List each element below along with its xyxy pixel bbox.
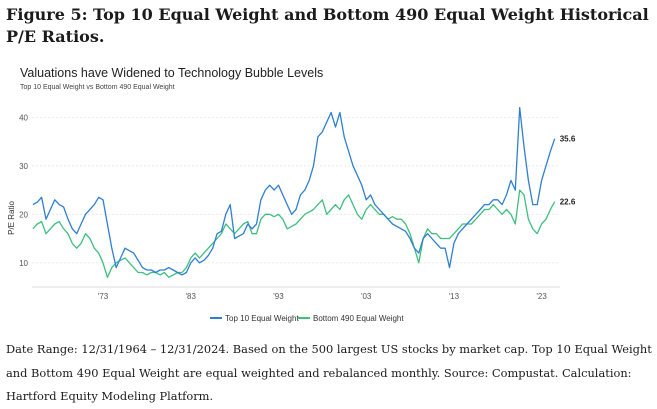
- figure-title: Figure 5: Top 10 Equal Weight and Bottom…: [6, 5, 649, 46]
- chart-title: Valuations have Widened to Technology Bu…: [20, 66, 323, 80]
- end-value-label: 35.6: [560, 135, 576, 144]
- y-tick-label: 40: [19, 113, 28, 122]
- pe-ratio-chart: Valuations have Widened to Technology Bu…: [7, 66, 576, 323]
- chart-legend: Top 10 Equal Weight Bottom 490 Equal Weig…: [210, 314, 404, 323]
- chart-subtitle: Top 10 Equal Weight vs Bottom 490 Equal …: [20, 84, 175, 91]
- y-tick-label: 20: [19, 210, 28, 219]
- legend-label: Bottom 490 Equal Weight: [313, 314, 404, 323]
- chart-container: Valuations have Widened to Technology Bu…: [4, 60, 590, 330]
- x-tick-label: '93: [273, 292, 284, 301]
- end-value-label: 22.6: [560, 198, 576, 207]
- grid-lines: [32, 116, 560, 288]
- figure-footnote: Date Range: 12/31/1964 – 12/31/2024. Bas…: [6, 342, 652, 403]
- x-tick-label: '73: [98, 292, 109, 301]
- x-tick-label: '23: [536, 292, 547, 301]
- y-axis-label: P/E Ratio: [7, 201, 16, 235]
- series-lines: [32, 107, 556, 278]
- series-line-top10: [32, 107, 556, 276]
- series-line-bottom490: [32, 189, 556, 278]
- x-tick-labels: '73 '83 '93 '03 '13 '23: [98, 292, 548, 301]
- legend-label: Top 10 Equal Weight: [225, 314, 299, 323]
- x-tick-label: '83: [186, 292, 197, 301]
- x-tick-label: '13: [449, 292, 460, 301]
- end-labels: 35.6 22.6: [560, 135, 576, 207]
- y-tick-label: 10: [19, 259, 28, 268]
- y-tick-labels: 10 20 30 40: [19, 113, 28, 267]
- y-tick-label: 30: [19, 162, 28, 171]
- x-tick-label: '03: [361, 292, 372, 301]
